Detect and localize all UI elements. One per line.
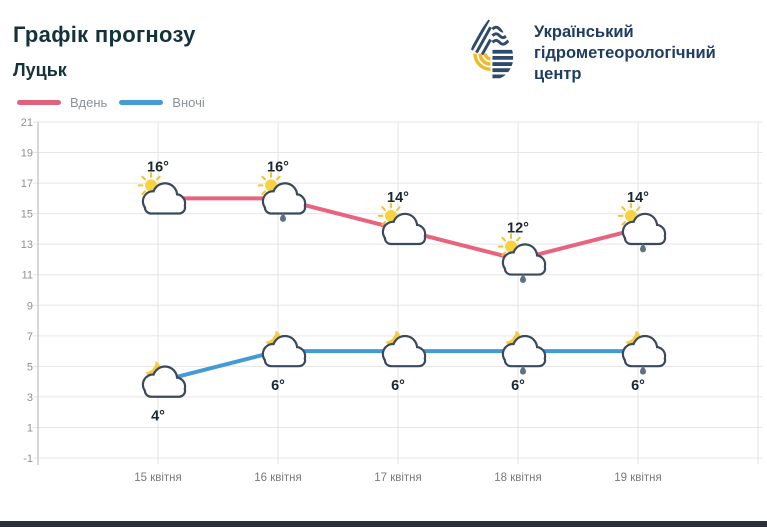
- value-label: 16°: [147, 159, 169, 175]
- sun-cloud-icon: [377, 202, 427, 246]
- grid: 21 19 17 15 13 11 9 7 5 3 1 -1 15 квітня 16 квітня 17 …: [21, 117, 762, 484]
- x-axis-label: 17 квітня: [374, 472, 422, 484]
- y-tick-label: 1: [27, 422, 33, 434]
- uhmc-logo-drop-icon: [469, 15, 514, 79]
- moon-cloud-icon: [141, 361, 187, 398]
- legend-label-night: Вночі: [172, 95, 205, 110]
- moon-cloud-icon: [261, 330, 307, 368]
- x-axis-label: 16 квітня: [254, 472, 302, 484]
- sun-cloud-rain-icon: [257, 172, 307, 222]
- night-line-swatch-icon: [119, 100, 164, 105]
- value-label: 6°: [271, 378, 285, 394]
- y-tick-label: 7: [27, 331, 33, 343]
- y-tick-label: 13: [21, 239, 33, 251]
- x-axis-label: 19 квітня: [614, 472, 662, 484]
- chart-legend: Вдень Вночі: [17, 95, 205, 110]
- sun-cloud-rain-icon: [497, 233, 547, 283]
- org-name-line: Український: [534, 23, 634, 41]
- sun-cloud-rain-icon: [617, 202, 667, 253]
- day-line-swatch-icon: [17, 100, 61, 105]
- value-label: 6°: [631, 378, 645, 394]
- value-label: 14°: [387, 190, 409, 206]
- uhmc-logo: Український гідрометеорологічний центр: [463, 14, 716, 85]
- moon-cloud-icon: [381, 330, 427, 368]
- y-tick-label: 19: [21, 148, 33, 160]
- legend-label-day: Вдень: [70, 95, 108, 110]
- value-label: 12°: [507, 220, 529, 236]
- sun-cloud-icon: [137, 172, 187, 215]
- value-label: 4°: [151, 409, 165, 425]
- y-tick-label: -1: [23, 453, 33, 465]
- value-label: 6°: [511, 378, 525, 394]
- y-tick-label: 5: [27, 361, 33, 373]
- y-tick-label: 11: [22, 270, 33, 282]
- y-tick-label: 3: [27, 392, 33, 404]
- y-tick-label: 17: [21, 178, 33, 190]
- city-name: Луцьк: [13, 60, 67, 80]
- value-label: 14°: [627, 190, 649, 206]
- y-tick-label: 9: [27, 300, 33, 312]
- moon-cloud-rain-icon: [501, 330, 547, 375]
- y-tick-label: 21: [21, 117, 33, 129]
- legend-item-night: Вночі: [119, 95, 205, 110]
- legend-item-day: Вдень: [17, 95, 107, 110]
- x-axis-label: 18 квітня: [494, 472, 542, 484]
- org-name-line: гідрометеорологічний: [534, 44, 716, 62]
- moon-cloud-rain-icon: [621, 330, 667, 375]
- org-name-line: центр: [534, 65, 582, 83]
- uhmc-org-name: Український гідрометеорологічний центр: [534, 22, 716, 85]
- value-label: 16°: [267, 159, 289, 175]
- bottom-bar: [0, 521, 767, 527]
- y-tick-label: 15: [21, 209, 33, 221]
- x-axis-label: 15 квітня: [134, 472, 182, 484]
- value-label: 6°: [391, 378, 405, 394]
- page-title: Графік прогнозу: [13, 22, 196, 47]
